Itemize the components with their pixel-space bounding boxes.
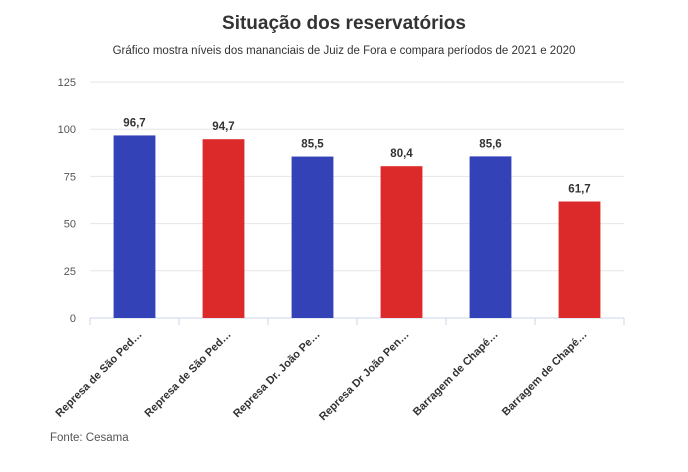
y-tick-label: 0 bbox=[70, 313, 76, 325]
chart-title: Situação dos reservatórios bbox=[222, 13, 466, 34]
x-tick-label: Represa Dr João Pen… bbox=[317, 329, 412, 424]
x-tick-label: Barragem de Chapé… bbox=[500, 329, 590, 419]
bar bbox=[202, 139, 245, 318]
y-tick-label: 25 bbox=[64, 266, 76, 278]
x-tick-label: Represa de São Ped… bbox=[143, 329, 234, 420]
bar bbox=[380, 166, 423, 318]
x-tick-label: Barragem de Chapé… bbox=[411, 329, 501, 419]
data-label: 85,6 bbox=[479, 138, 501, 150]
data-label: 96,7 bbox=[123, 117, 145, 129]
bar bbox=[558, 201, 601, 318]
y-tick-label: 75 bbox=[64, 171, 76, 183]
data-label: 94,7 bbox=[212, 121, 234, 133]
bar bbox=[113, 135, 156, 318]
x-tick-label: Represa Dr. João Pe… bbox=[231, 329, 322, 420]
data-label: 85,5 bbox=[301, 139, 324, 151]
data-label: 80,4 bbox=[390, 148, 413, 160]
source-note: Fonte: Cesama bbox=[50, 432, 129, 444]
y-tick-label: 125 bbox=[58, 77, 76, 89]
data-label: 61,7 bbox=[568, 184, 590, 196]
x-tick-label: Represa de São Ped… bbox=[54, 329, 145, 420]
bar bbox=[291, 156, 334, 318]
bar bbox=[469, 156, 512, 318]
y-tick-label: 100 bbox=[58, 124, 76, 136]
chart-subtitle: Gráfico mostra níveis dos mananciais de … bbox=[112, 45, 576, 57]
y-tick-label: 50 bbox=[64, 219, 76, 231]
